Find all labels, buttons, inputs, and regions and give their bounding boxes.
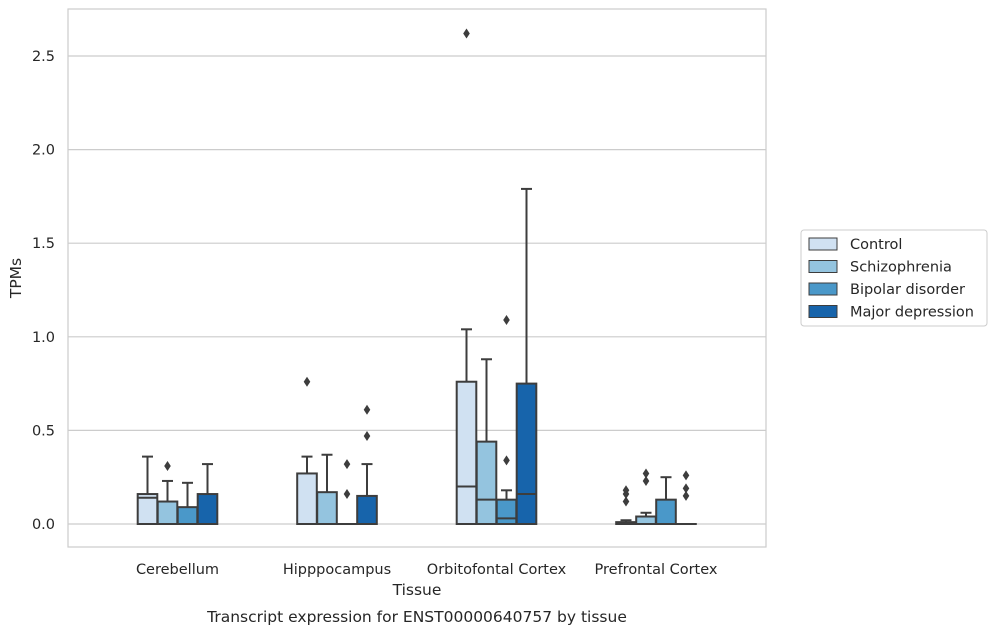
legend-swatch: [808, 237, 838, 251]
x-axis: Cerebellum Hipppocampus Orbitofontal Corte…: [136, 562, 718, 578]
outlier-point: [303, 376, 311, 387]
box-bipolar-disorder: [495, 314, 518, 526]
y-axis-label: TPMs: [7, 258, 25, 299]
outlier-point: [363, 404, 371, 415]
x-tick-label: Orbitofontal Cortex: [427, 562, 567, 578]
box-body: [296, 472, 318, 525]
outlier-point: [164, 460, 171, 471]
legend: Control Schizophrenia Bipolar disorder Majo…: [800, 229, 988, 327]
box-body: [356, 494, 378, 526]
box-major-depression: [356, 404, 378, 526]
box-body: [156, 500, 179, 526]
outlier-point: [642, 468, 650, 479]
chart-caption: Transcript expression for ENST0000064075…: [206, 608, 627, 626]
outlier-point: [343, 459, 351, 470]
y-tick-label: 0.0: [32, 517, 55, 533]
outlier-point: [463, 28, 470, 39]
box-body: [655, 498, 677, 526]
plot-area: [67, 8, 767, 548]
x-tick-label: Prefrontal Cortex: [595, 562, 718, 578]
legend-swatch: [808, 260, 838, 273]
legend-label: Schizophrenia: [850, 260, 952, 276]
y-tick-label: 2.0: [32, 143, 55, 159]
outlier-point: [682, 470, 690, 481]
box-body: [635, 515, 657, 526]
box-control: [455, 28, 478, 525]
y-tick-label: 2.5: [32, 49, 55, 65]
box-major-depression: [675, 470, 697, 526]
y-tick-label: 1.0: [32, 330, 55, 346]
legend-label: Bipolar disorder: [850, 282, 965, 298]
box-major-depression: [196, 463, 219, 526]
outlier-point: [642, 475, 650, 486]
y-axis: 0.0 0.5 1.0 1.5 2.0 2.5: [32, 49, 55, 533]
box-bipolar-disorder: [655, 476, 677, 526]
box-body: [455, 380, 478, 525]
outlier-point: [622, 496, 630, 507]
x-tick-label: Cerebellum: [136, 562, 219, 578]
box-body: [176, 506, 199, 526]
legend-swatch: [808, 282, 838, 296]
outlier-point: [503, 314, 510, 325]
box-schizophrenia: [475, 358, 498, 525]
box-body: [475, 440, 498, 525]
x-tick-label: Hipppocampus: [283, 562, 391, 578]
y-tick-label: 1.5: [32, 236, 55, 252]
outlier-point: [343, 489, 351, 500]
box-body: [196, 493, 219, 526]
boxes: [136, 28, 697, 526]
outlier-point: [682, 483, 690, 494]
box-bipolar-disorder: [176, 481, 199, 526]
x-axis-label: Tissue: [392, 581, 442, 599]
box-control: [296, 376, 318, 525]
outlier-point: [682, 490, 690, 501]
y-tick-label: 0.5: [32, 423, 55, 439]
legend-label: Major depression: [850, 305, 974, 321]
outlier-point: [622, 485, 630, 496]
box-body: [316, 491, 338, 525]
box-body: [515, 382, 538, 525]
box-body: [495, 498, 518, 526]
legend-swatch: [808, 305, 838, 318]
legend-label: Control: [850, 237, 902, 253]
outlier-point: [503, 455, 510, 466]
box-major-depression: [515, 187, 538, 525]
legend-frame: [800, 229, 988, 327]
box-schizophrenia: [316, 453, 338, 525]
outlier-point: [363, 431, 371, 442]
